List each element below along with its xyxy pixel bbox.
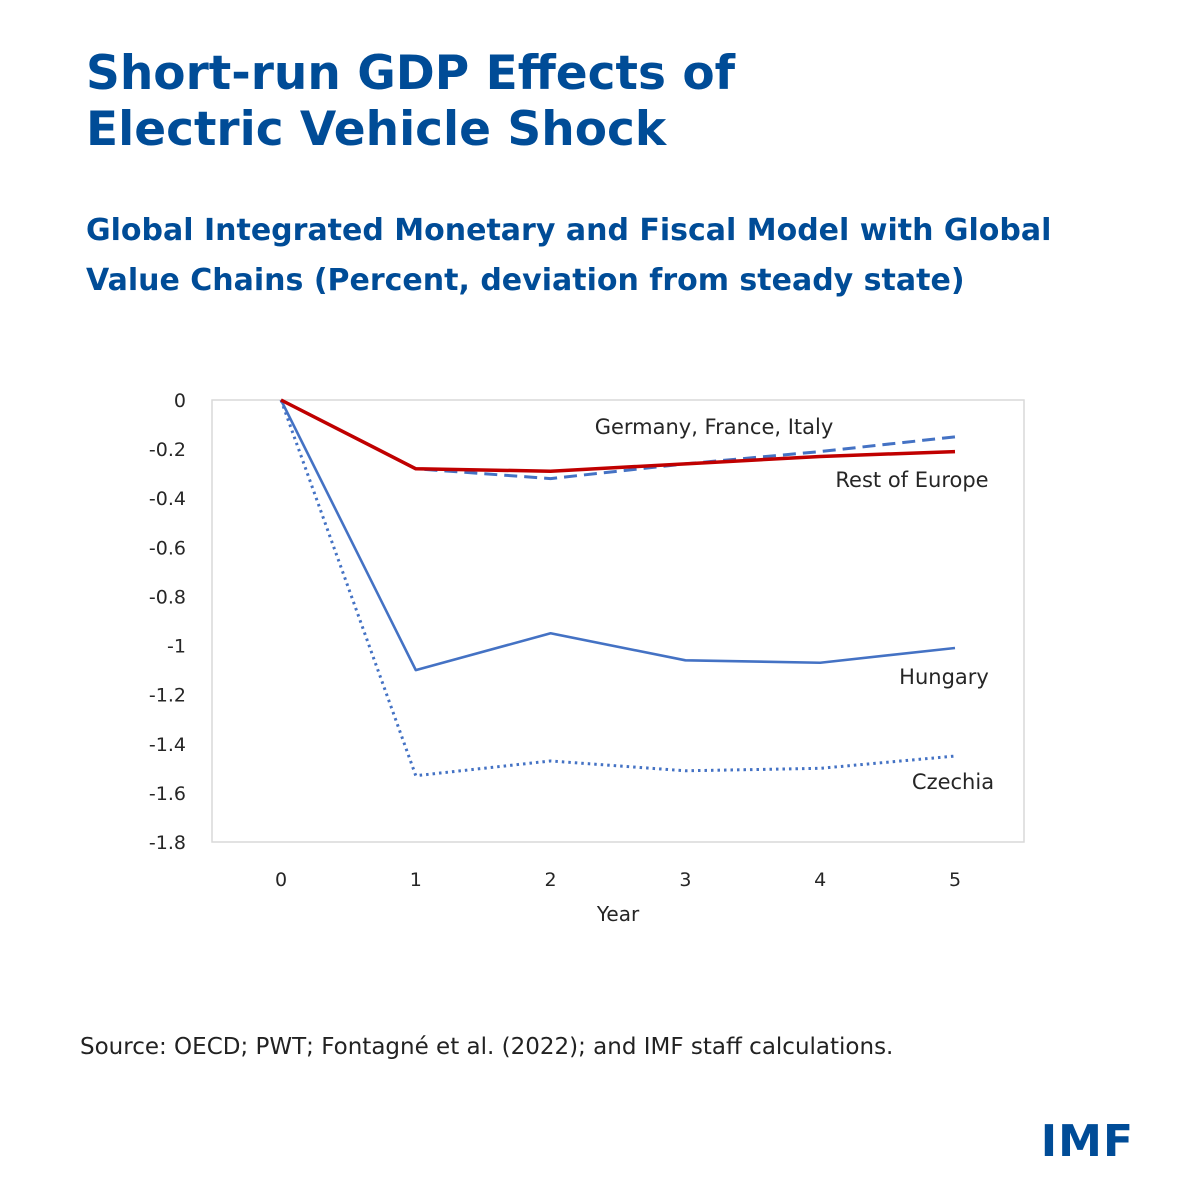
series-line: [279, 399, 956, 672]
imf-logo: IMF: [1040, 1116, 1134, 1167]
y-tick-label: -0.8: [149, 586, 186, 608]
plot-area-frame: [211, 399, 1025, 843]
series-lines: [279, 398, 956, 778]
x-tick-label: 1: [410, 869, 422, 891]
y-tick-label: -1: [167, 636, 186, 658]
x-tick-label: 2: [545, 869, 557, 891]
chart-title-line-1: Short-run GDP Effects of: [86, 46, 736, 101]
series-label: Hungary: [899, 665, 989, 689]
chart-subtitle-line-1: Global Integrated Monetary and Fiscal Mo…: [86, 213, 1052, 248]
series-line: [279, 399, 956, 778]
x-tick-label: 5: [949, 869, 961, 891]
chart-title: Short-run GDP Effects of Electric Vehicl…: [86, 46, 1146, 158]
chart-subtitle: Global Integrated Monetary and Fiscal Mo…: [86, 206, 1146, 306]
y-tick-label: -0.6: [149, 537, 186, 559]
line-chart: 0 -0.2 -0.4 -0.6 -0.8 -1 -1.2 -1.4 -1.6 -1.8 0 1 2 3 4…: [149, 390, 1025, 926]
y-tick-label: 0: [174, 390, 186, 412]
x-tick-label: 4: [814, 869, 826, 891]
series-label: Czechia: [912, 770, 994, 794]
series-label: Rest of Europe: [835, 468, 988, 492]
y-tick-label: -0.2: [149, 439, 186, 461]
axes: 0 -0.2 -0.4 -0.6 -0.8 -1 -1.2 -1.4 -1.6 -1.8 0 1 2 3 4…: [149, 390, 1025, 926]
y-tick-label: -1.8: [149, 832, 186, 854]
series-line: [280, 398, 956, 473]
y-tick-label: -1.2: [149, 685, 186, 707]
y-tick-label: -0.4: [149, 488, 186, 510]
series-label: Germany, France, Italy: [595, 415, 834, 439]
x-axis-label: Year: [596, 902, 640, 926]
chart-title-line-2: Electric Vehicle Shock: [86, 102, 667, 157]
y-tick-label: -1.4: [149, 734, 186, 756]
source-note: Source: OECD; PWT; Fontagné et al. (2022…: [80, 1034, 894, 1060]
series-labels: Germany, France, Italy Rest of Europe Hung…: [595, 415, 994, 794]
y-tick-label: -1.6: [149, 783, 186, 805]
x-tick-label: 3: [679, 869, 691, 891]
chart-subtitle-line-2: Value Chains (Percent, deviation from st…: [86, 263, 965, 298]
x-tick-label: 0: [275, 869, 287, 891]
